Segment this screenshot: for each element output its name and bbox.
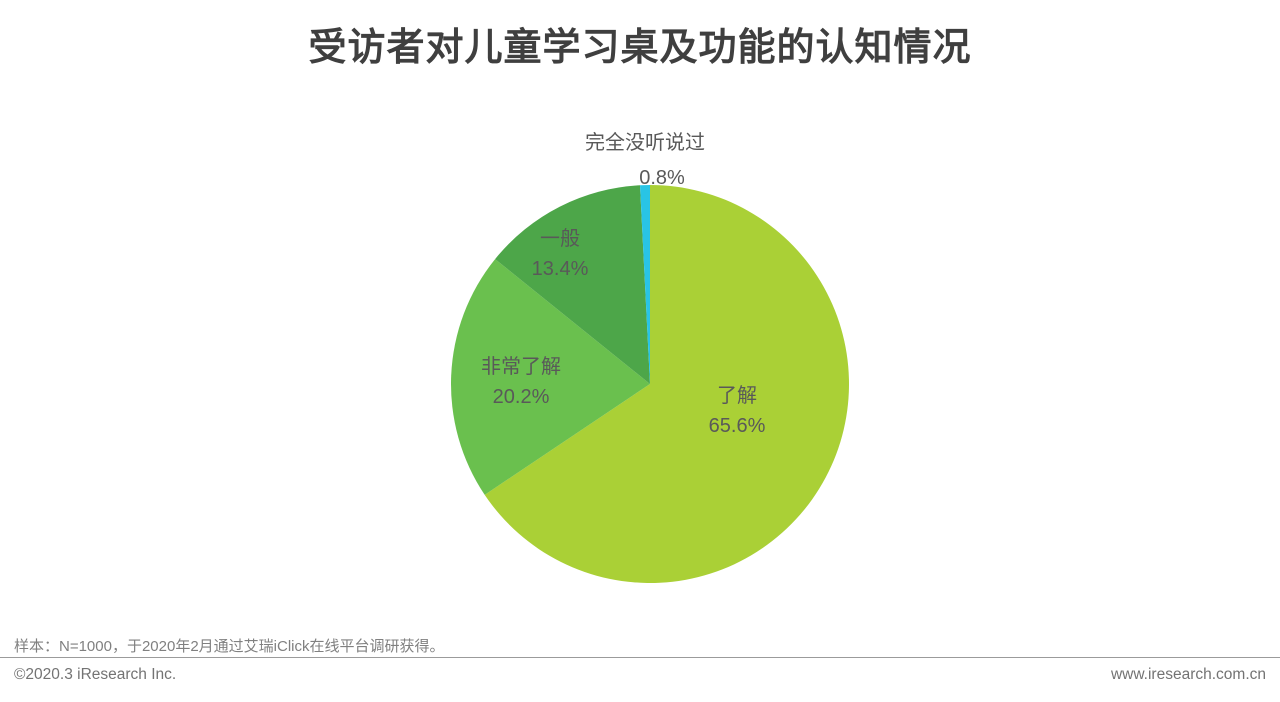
pie-slice-0 (484, 185, 849, 584)
slice-label-never-heard-value: 0.8% (602, 163, 722, 193)
slice-label-text: 一般 (540, 228, 580, 250)
slice-label-value: 20.2% (492, 386, 550, 408)
slice-label-average: 一般 13.4% (490, 224, 630, 284)
pie-slice-1 (451, 259, 650, 495)
website-text: www.iresearch.com.cn (1110, 666, 1266, 683)
page-title: 受访者对儿童学习桌及功能的认知情况 (308, 27, 972, 69)
pie-svg (451, 185, 849, 584)
slice-label-text: 完全没听说过 (585, 132, 705, 154)
pie-chart: 了解 65.6% 非常了解 20.2% 一般 13.4% 完全没听说过 0.8% (451, 128, 849, 584)
slice-label-text: 了解 (717, 385, 757, 407)
pie-slice-2 (495, 185, 650, 384)
slice-label-very-familiar: 非常了解 20.2% (451, 352, 591, 412)
copyright-text: ©2020.3 iResearch Inc. (14, 666, 177, 683)
slice-label-know: 了解 65.6% (677, 381, 797, 441)
slice-label-value: 0.8% (639, 167, 685, 189)
slice-label-value: 13.4% (531, 258, 589, 280)
pie-slice-3 (640, 185, 650, 384)
sample-note: 样本：N=1000，于2020年2月通过艾瑞iClick在线平台调研获得。 (0, 638, 1280, 658)
slice-label-value: 65.6% (708, 415, 766, 437)
slice-label-never-heard: 完全没听说过 (565, 128, 725, 158)
footer: ©2020.3 iResearch Inc. www.iresearch.com… (14, 666, 1266, 684)
slice-label-text: 非常了解 (481, 356, 561, 378)
